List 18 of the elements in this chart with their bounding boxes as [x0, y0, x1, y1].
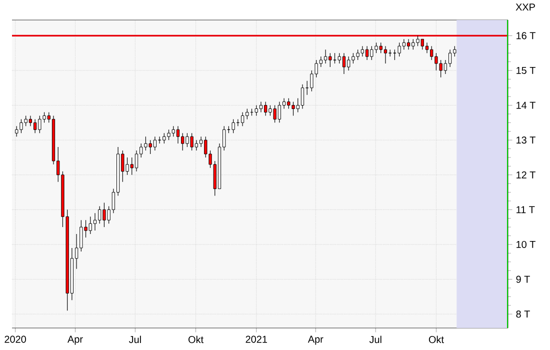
x-tick-label: Jul	[128, 336, 141, 344]
y-tick-label: 13 T	[516, 136, 536, 144]
y-tick-label: 15 T	[516, 66, 536, 74]
x-tick-label: Okt	[428, 336, 444, 344]
x-tick-label: 2021	[246, 336, 267, 343]
x-tick-label: Okt	[188, 336, 204, 344]
y-tick-label: 16 T	[516, 32, 536, 40]
x-tick-label: Jul	[369, 336, 382, 344]
y-tick-label: 14 T	[516, 102, 536, 109]
y-tick-label: 12 T	[516, 171, 536, 178]
chart-title: XXP	[516, 4, 535, 11]
y-tick-label: 9 T	[516, 276, 530, 283]
y-tick-label: 10 T	[516, 240, 536, 248]
x-tick-label: 2020	[4, 336, 26, 343]
y-tick-label: 11 T	[516, 206, 535, 214]
y-tick-label: 8 T	[516, 310, 530, 318]
x-tick-label: Apr	[308, 336, 324, 345]
x-tick-label: Apr	[68, 336, 83, 345]
